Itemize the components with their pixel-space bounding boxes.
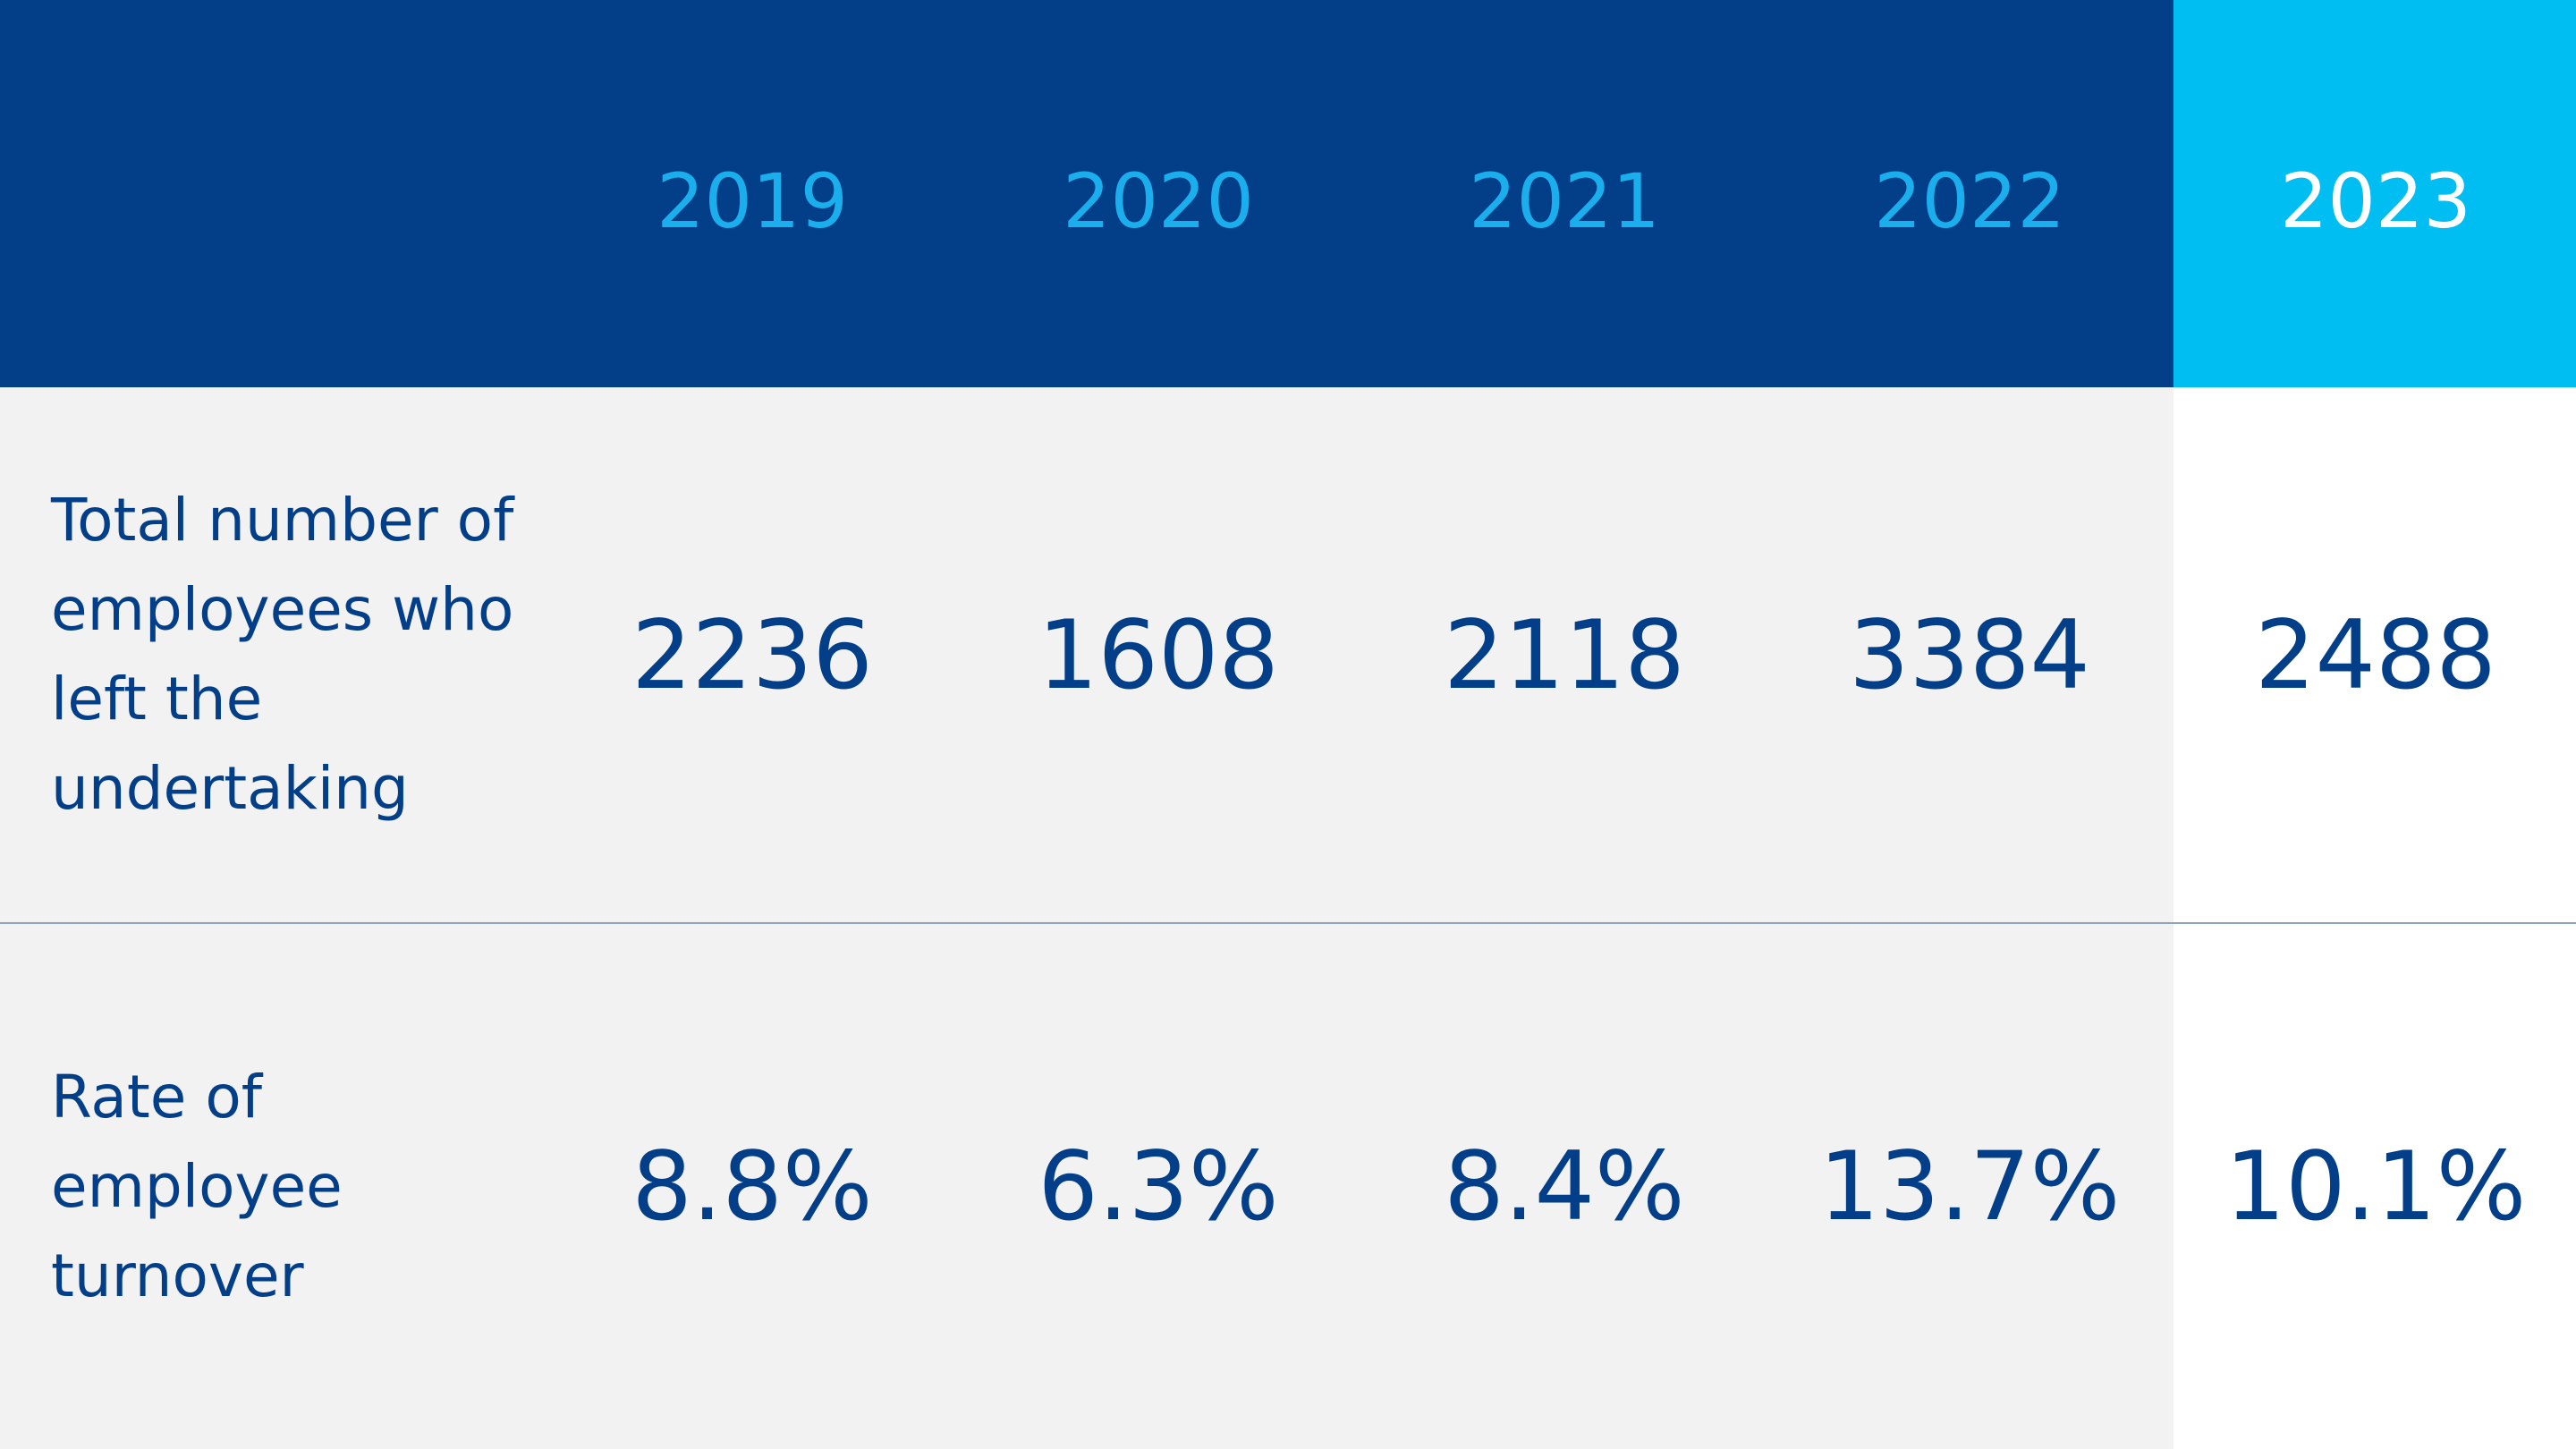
cell-value: 6.3% <box>1038 1131 1279 1241</box>
cell-value: 2488 <box>2255 599 2496 710</box>
header-band <box>0 0 2174 387</box>
header-highlight <box>2174 0 2576 387</box>
row-label: Rate of employee turnover <box>51 1062 343 1310</box>
column-highlight <box>2174 387 2576 1449</box>
year-header: 2020 <box>1063 157 1254 245</box>
row-divider <box>0 922 2576 924</box>
cell-value: 2118 <box>1444 599 1685 710</box>
cell-value: 8.4% <box>1444 1131 1685 1241</box>
year-header: 2021 <box>1469 157 1660 245</box>
row-label: Total number of employees who left the u… <box>51 486 514 823</box>
cell-value: 1608 <box>1038 599 1279 710</box>
cell-value: 8.8% <box>631 1131 873 1241</box>
year-header: 2019 <box>657 157 848 245</box>
cell-value: 3384 <box>1849 599 2090 710</box>
year-header: 2022 <box>1874 157 2065 245</box>
cell-value: 13.7% <box>1818 1131 2121 1241</box>
cell-value: 2236 <box>631 599 873 710</box>
year-header: 2023 <box>2280 157 2471 245</box>
cell-value: 10.1% <box>2224 1131 2527 1241</box>
